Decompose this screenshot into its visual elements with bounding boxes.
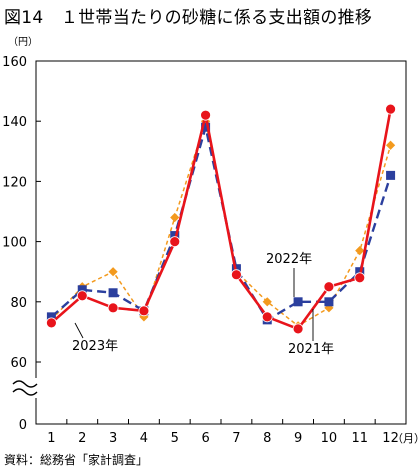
series-line-2023年 [50, 108, 392, 331]
x-tick-label: 9 [294, 431, 302, 446]
data-point-2021年 [262, 297, 272, 307]
x-tick-label: 1 [47, 431, 55, 446]
y-tick-label: 80 [10, 296, 27, 311]
data-point-2023年 [354, 272, 366, 284]
data-point-2021年 [170, 212, 180, 223]
y-tick-label: 60 [10, 356, 27, 371]
series-label: 2022年 [266, 252, 312, 267]
y-tick-label: 100 [2, 236, 27, 251]
axis-break-mark [12, 380, 38, 388]
data-point-2022年 [293, 297, 303, 307]
data-point-2022年 [201, 122, 211, 132]
x-tick-label: 12 [382, 431, 399, 446]
x-tick-label: 10 [321, 431, 338, 446]
data-point-2021年 [108, 267, 118, 277]
series-line-2021年 [50, 120, 392, 327]
x-tick-label: 11 [351, 431, 368, 446]
data-point-2021年 [355, 246, 365, 256]
y-tick-label: 120 [2, 175, 27, 190]
data-point-2022年 [108, 288, 118, 298]
x-tick-label: 6 [201, 431, 209, 446]
series-labels: 2023年 2022年 2021年 [72, 252, 334, 357]
data-point-2023年 [46, 317, 57, 329]
series-line-2022年 [50, 125, 392, 322]
y-tick-label: 140 [2, 115, 27, 130]
y-tick-label: 160 [2, 55, 27, 70]
plot-border [35, 60, 407, 425]
data-point-2023年 [292, 323, 304, 335]
series-label: 2021年 [288, 342, 334, 357]
data-point-2022年 [386, 170, 396, 180]
data-point-2023年 [231, 269, 242, 281]
data-point-2023年 [107, 302, 119, 314]
data-point-2023年 [138, 305, 150, 317]
x-unit-label: （月） [392, 432, 420, 445]
series-label: 2023年 [72, 339, 118, 354]
data-point-2023年 [261, 311, 273, 323]
x-tick-label: 3 [109, 431, 117, 446]
y-unit-label: （円） [8, 36, 38, 48]
series-lines [46, 103, 396, 335]
x-tick-label: 4 [140, 431, 148, 446]
plot-frame [35, 60, 407, 425]
data-point-2022年 [324, 297, 334, 307]
axis-break-mask [10, 378, 40, 398]
data-point-2022年 [170, 231, 180, 241]
x-tick-label: 2 [78, 431, 86, 446]
x-tick-label: 5 [171, 431, 179, 446]
data-point-2021年 [139, 312, 149, 322]
data-point-2023年 [323, 281, 335, 293]
axis-break-mark [12, 388, 38, 396]
source-note: 資料：総務省「家計調査」 [4, 453, 149, 467]
data-point-2023年 [169, 236, 181, 248]
x-tick-label: 7 [232, 431, 240, 446]
data-point-2023年 [385, 103, 396, 115]
chart-title: 図14 １世帯当たりの砂糖に係る支出額の推移 [4, 8, 373, 28]
data-point-2021年 [385, 140, 396, 150]
data-point-2022年 [46, 312, 56, 322]
data-point-2023年 [76, 290, 88, 302]
y-tick-label: 0 [19, 418, 27, 433]
data-point-2022年 [77, 285, 87, 295]
data-point-2023年 [200, 109, 211, 121]
series-label-leader [74, 322, 84, 339]
x-tick-label: 8 [263, 431, 271, 446]
